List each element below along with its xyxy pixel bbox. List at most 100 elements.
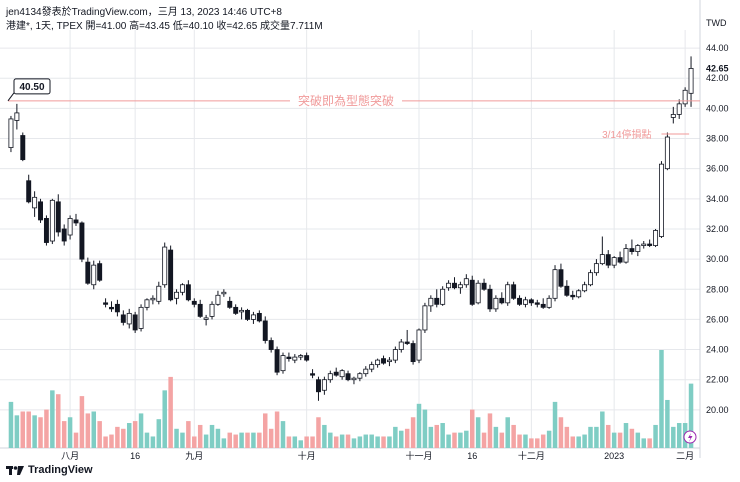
volume-bar (564, 426, 570, 448)
tradingview-brand: TradingView (6, 464, 93, 476)
volume-bar (641, 438, 646, 448)
candle-body (150, 297, 156, 301)
volume-bar (150, 436, 156, 448)
resistance-label-bg (290, 92, 402, 107)
volume-bar (499, 432, 505, 448)
candle-body (262, 320, 268, 341)
resistance-callout-box (13, 78, 51, 95)
volume-bar (168, 376, 173, 448)
volume-bar (156, 419, 162, 448)
candle-body (239, 309, 245, 313)
candle-body (452, 282, 457, 289)
candle-body (558, 269, 564, 287)
volume-bar (647, 438, 652, 448)
candle-body (97, 263, 103, 281)
candle-body (398, 341, 404, 350)
candle-body (517, 297, 523, 305)
candle-body (103, 302, 109, 305)
volume-bar (653, 424, 658, 448)
tradingview-brand-text: TradingView (28, 464, 93, 476)
candle-body (109, 306, 114, 310)
volume-bar (446, 434, 451, 448)
volume-bar (434, 424, 439, 448)
volume-bar (570, 436, 576, 448)
candle-body (138, 306, 144, 329)
candle-body (55, 201, 61, 233)
volume-bar (529, 438, 534, 448)
candle-body (245, 309, 250, 320)
candle-body (114, 303, 120, 313)
volume-bar (26, 411, 31, 448)
y-tick-label: 42.00 (706, 73, 729, 83)
candle-body (227, 300, 233, 308)
volume-bar (363, 434, 369, 448)
volume-bar (38, 417, 43, 448)
candle-body (215, 294, 221, 305)
volume-bar (20, 411, 26, 448)
candle-body (73, 219, 79, 224)
volume-bar (274, 411, 280, 448)
volume-bar (594, 426, 599, 448)
candle-body (605, 254, 611, 266)
candle-body (481, 282, 487, 290)
volume-bar (268, 428, 274, 448)
candle-body (174, 291, 180, 299)
volume-bar (192, 436, 197, 448)
stop-label: 3/14停損點 (602, 128, 651, 141)
x-tick-label: 二月 (676, 451, 694, 461)
candle-body (688, 68, 694, 94)
volume-bar (416, 403, 422, 448)
candle-body (493, 297, 499, 310)
candle-body (144, 299, 150, 308)
volume-bar (44, 409, 49, 448)
candle-body (546, 297, 552, 308)
volume-bar (404, 428, 410, 448)
volume-bar (328, 432, 333, 448)
volume-bar (132, 421, 138, 448)
lightning-glyph (688, 433, 693, 442)
volume-bar (493, 426, 499, 448)
candle-body (664, 136, 670, 170)
candle-body (528, 299, 534, 304)
volume-bar (588, 426, 593, 448)
volume-bar (523, 434, 528, 448)
volume-bar (97, 421, 102, 448)
candle-body (381, 358, 386, 364)
candle-body (298, 355, 304, 358)
volume-bar (369, 434, 374, 448)
candle-body (286, 356, 292, 360)
volume-bar (322, 424, 327, 448)
candle-body (38, 201, 43, 221)
candle-body (14, 112, 20, 121)
volume-bar (203, 434, 209, 448)
x-tick-label: 16 (467, 451, 477, 461)
volume-bar (121, 428, 126, 448)
candle-body (522, 299, 528, 305)
volume-bar (197, 424, 203, 448)
candle-body (274, 349, 280, 373)
volume-bar (103, 436, 108, 448)
volume-bar (292, 436, 298, 448)
volume-bar (233, 434, 238, 448)
volume-bar (475, 417, 481, 448)
y-tick-label: 26.00 (706, 314, 729, 324)
candle-body (321, 379, 327, 391)
volume-bar (659, 350, 664, 448)
candle-body (588, 272, 593, 286)
volume-bar (144, 432, 150, 448)
volume-bar (611, 432, 617, 448)
volume-bar (452, 432, 457, 448)
candle-body (79, 222, 85, 260)
volume-bar (464, 430, 469, 448)
volume-bar (410, 417, 416, 448)
candle-body (120, 314, 126, 323)
volume-bar (209, 424, 215, 448)
candle-body (617, 257, 623, 263)
candle-body (357, 373, 363, 379)
volume-bar (221, 438, 227, 448)
candle-body (457, 284, 463, 289)
volume-bar (617, 432, 623, 448)
volume-bar (339, 434, 345, 448)
candle-body (392, 349, 398, 361)
